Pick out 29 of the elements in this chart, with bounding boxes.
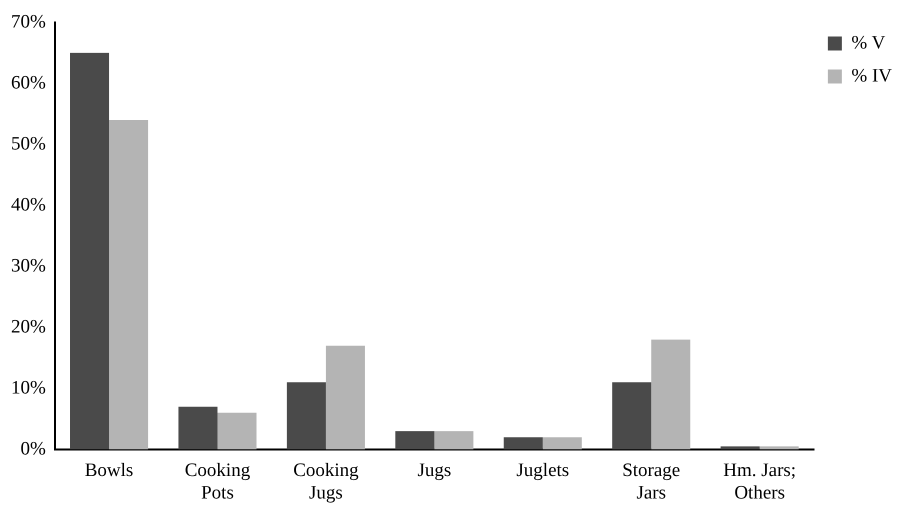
y-tick-label: 10% — [11, 377, 46, 398]
x-tick-label: Jugs — [417, 460, 452, 481]
bar — [434, 431, 474, 450]
bar — [612, 382, 652, 450]
x-tick-label: Cooking Pots — [184, 460, 251, 504]
bar — [286, 382, 326, 450]
x-tick-label: Cooking Jugs — [293, 460, 360, 504]
bar — [217, 412, 257, 450]
y-tick-label: 30% — [11, 255, 46, 276]
bar — [70, 52, 110, 450]
x-tick-label: Hm. Jars; Others — [723, 460, 796, 504]
x-tick-label: Bowls — [84, 460, 134, 481]
x-tick-label: Storage Jars — [622, 460, 680, 504]
legend-label: % V — [851, 32, 886, 54]
y-tick-label: 60% — [11, 72, 46, 94]
bar — [651, 340, 690, 450]
bar — [504, 437, 543, 450]
y-tick-label: 20% — [11, 316, 46, 338]
bar — [109, 120, 148, 450]
y-tick-label: 0% — [20, 438, 46, 460]
bar — [178, 406, 218, 450]
legend-label: % IV — [851, 65, 892, 86]
y-tick-label: 70% — [11, 11, 46, 32]
y-tick-label: 50% — [11, 133, 46, 154]
bar — [542, 437, 582, 450]
y-tick-label: 40% — [11, 194, 46, 216]
bar — [395, 431, 434, 450]
x-tick-label: Juglets — [516, 460, 570, 481]
bar — [326, 346, 365, 450]
